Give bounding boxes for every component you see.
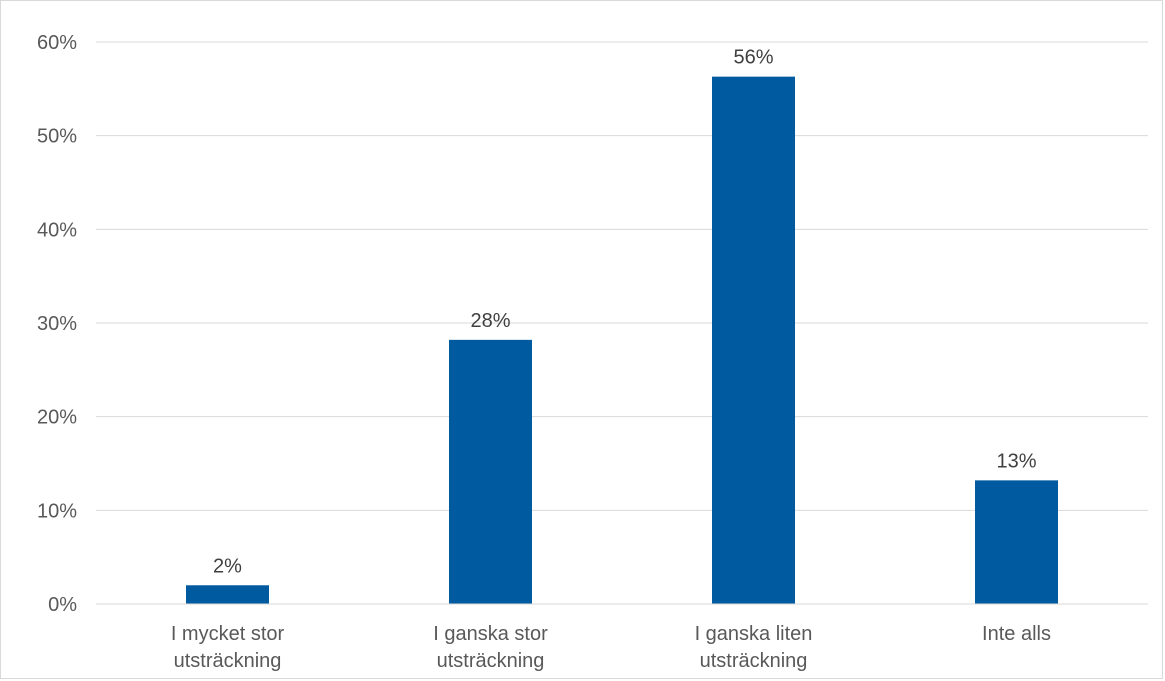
y-tick-label-0: 0%: [48, 594, 77, 616]
y-tick-label-1: 10%: [37, 500, 77, 522]
category-label-2-line-0: I ganska liten: [695, 623, 813, 645]
category-label-1-line-0: I ganska stor: [433, 623, 548, 645]
y-tick-label-2: 20%: [37, 407, 77, 429]
bar-3: [975, 480, 1058, 604]
data-label-0: 2%: [213, 555, 242, 577]
category-label-0-line-0: I mycket stor: [171, 623, 285, 645]
bar-1: [449, 339, 532, 604]
category-label-2-line-1: utsträckning: [700, 650, 808, 672]
bar-0: [186, 585, 269, 604]
category-label-3-line-0: Inte alls: [982, 623, 1051, 645]
data-label-2: 56%: [733, 47, 773, 69]
data-label-1: 28%: [470, 310, 510, 332]
category-label-0-line-1: utsträckning: [174, 650, 282, 672]
y-tick-label-5: 50%: [37, 126, 77, 148]
y-tick-label-4: 40%: [37, 219, 77, 241]
y-tick-label-6: 60%: [37, 32, 77, 54]
y-tick-label-3: 30%: [37, 313, 77, 335]
data-label-3: 13%: [996, 450, 1036, 472]
category-label-1-line-1: utsträckning: [437, 650, 545, 672]
bar-2: [712, 76, 795, 604]
